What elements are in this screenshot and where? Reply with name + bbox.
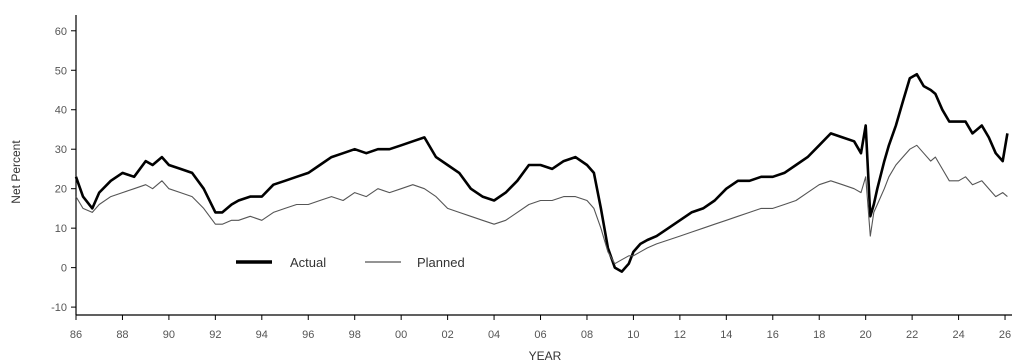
y-tick-label: 30 xyxy=(55,144,67,156)
y-tick-label: 0 xyxy=(61,263,67,275)
x-tick-label: 96 xyxy=(302,329,314,341)
series-line-actual xyxy=(74,72,1009,273)
x-tick-label: 10 xyxy=(627,329,639,341)
x-tick-label: 04 xyxy=(488,329,500,341)
y-axis: -10 0 10 20 30 40 50 60 xyxy=(51,15,77,315)
y-tick-label: 10 xyxy=(55,223,67,235)
x-axis: 86 88 90 92 94 96 98 00 02 04 06 08 10 12 14 16 18 20 22 24… xyxy=(70,314,1012,341)
x-tick-label: 24 xyxy=(952,329,964,341)
x-tick-label: 18 xyxy=(813,329,825,341)
x-tick-label: 14 xyxy=(720,329,732,341)
x-tick-label: 02 xyxy=(441,329,453,341)
x-axis-title: YEAR xyxy=(529,349,562,363)
series-layer xyxy=(74,72,1009,273)
y-axis-title: Net Percent xyxy=(9,140,23,204)
x-tick-label: 92 xyxy=(209,329,221,341)
y-tick-label: 40 xyxy=(55,105,67,117)
x-tick-label: 94 xyxy=(256,329,268,341)
x-tick-label: 06 xyxy=(534,329,546,341)
y-tick-label: 20 xyxy=(55,184,67,196)
x-tick-label: 98 xyxy=(349,329,361,341)
x-tick-label: 86 xyxy=(70,329,82,341)
x-tick-label: 22 xyxy=(906,329,918,341)
x-tick-label: 16 xyxy=(767,329,779,341)
x-tick-label: 12 xyxy=(674,329,686,341)
y-tick-label: 60 xyxy=(55,26,67,38)
x-tick-label: 88 xyxy=(116,329,128,341)
x-tick-label: 08 xyxy=(581,329,593,341)
x-tick-label: 26 xyxy=(999,329,1011,341)
y-tick-label: 50 xyxy=(55,65,67,77)
legend-label-actual: Actual xyxy=(290,255,326,270)
y-tick-label: -10 xyxy=(51,302,67,314)
x-tick-label: 20 xyxy=(860,329,872,341)
series-line-planned xyxy=(75,144,1008,265)
x-tick-label: 00 xyxy=(395,329,407,341)
legend-label-planned: Planned xyxy=(417,255,465,270)
x-tick-label: 90 xyxy=(163,329,175,341)
legend: Actual Planned xyxy=(236,255,465,270)
